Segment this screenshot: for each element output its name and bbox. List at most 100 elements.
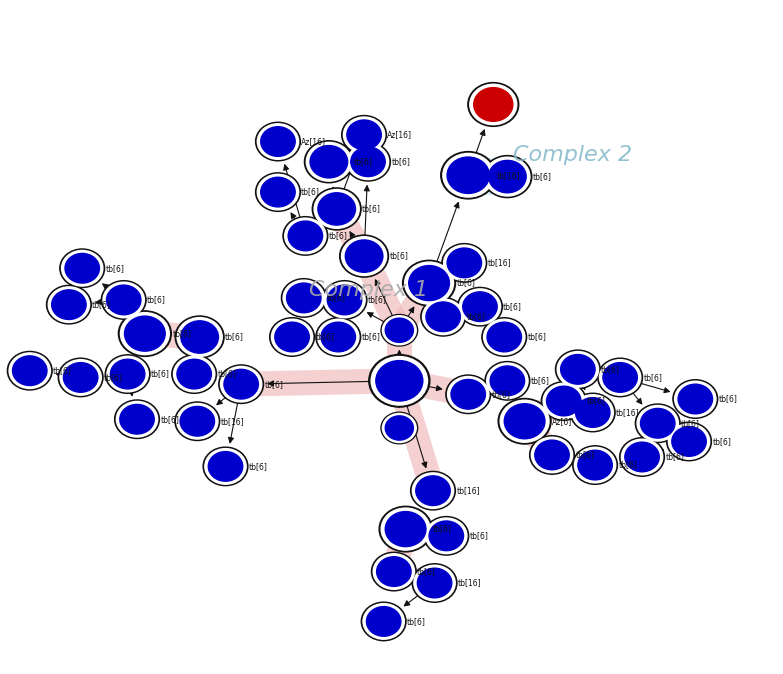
Circle shape bbox=[483, 156, 532, 197]
Circle shape bbox=[103, 282, 144, 317]
Text: tb[6]: tb[6] bbox=[225, 332, 244, 342]
Circle shape bbox=[177, 404, 218, 439]
Circle shape bbox=[572, 446, 618, 485]
Circle shape bbox=[382, 413, 417, 443]
Circle shape bbox=[261, 177, 295, 207]
Circle shape bbox=[532, 437, 572, 472]
Circle shape bbox=[344, 117, 384, 152]
Circle shape bbox=[541, 381, 586, 421]
Text: tb[16]: tb[16] bbox=[488, 258, 511, 268]
Text: tb[6]: tb[6] bbox=[492, 390, 511, 399]
Circle shape bbox=[275, 322, 309, 352]
Text: tb[6]: tb[6] bbox=[104, 373, 123, 382]
Circle shape bbox=[60, 249, 105, 288]
Circle shape bbox=[410, 471, 456, 510]
Circle shape bbox=[7, 351, 52, 390]
Text: tb[6]: tb[6] bbox=[666, 452, 684, 462]
Circle shape bbox=[597, 358, 643, 397]
Circle shape bbox=[255, 122, 301, 161]
Circle shape bbox=[371, 552, 417, 591]
Circle shape bbox=[174, 357, 215, 392]
Circle shape bbox=[673, 379, 718, 419]
Text: tb[6]: tb[6] bbox=[161, 415, 179, 424]
Circle shape bbox=[426, 302, 460, 332]
Text: tb[16]: tb[16] bbox=[496, 171, 521, 180]
Circle shape bbox=[177, 317, 222, 357]
Circle shape bbox=[619, 437, 665, 477]
Circle shape bbox=[175, 316, 224, 358]
Circle shape bbox=[361, 602, 406, 641]
Circle shape bbox=[117, 402, 157, 437]
Circle shape bbox=[555, 350, 601, 389]
Circle shape bbox=[218, 365, 264, 404]
Text: tb[6]: tb[6] bbox=[456, 278, 475, 288]
Circle shape bbox=[114, 400, 160, 439]
Circle shape bbox=[224, 369, 258, 399]
Text: tb[6]: tb[6] bbox=[644, 373, 662, 382]
Text: tb[6]: tb[6] bbox=[354, 157, 373, 166]
Circle shape bbox=[442, 243, 487, 282]
Circle shape bbox=[570, 393, 615, 432]
Circle shape bbox=[65, 253, 99, 283]
Circle shape bbox=[318, 193, 355, 225]
Text: tb[6]: tb[6] bbox=[301, 187, 320, 197]
Text: tb[6]: tb[6] bbox=[92, 300, 111, 309]
Text: Az[6]: Az[6] bbox=[552, 417, 572, 426]
Text: tb[6]: tb[6] bbox=[329, 231, 348, 241]
Circle shape bbox=[314, 189, 359, 228]
Circle shape bbox=[46, 285, 92, 324]
Circle shape bbox=[281, 278, 327, 317]
Circle shape bbox=[366, 607, 401, 636]
Circle shape bbox=[423, 299, 464, 334]
Circle shape bbox=[312, 188, 361, 230]
Circle shape bbox=[58, 358, 103, 397]
Circle shape bbox=[640, 408, 675, 438]
Circle shape bbox=[377, 557, 411, 586]
Circle shape bbox=[451, 379, 485, 409]
Circle shape bbox=[269, 317, 315, 357]
Text: tb[6]: tb[6] bbox=[218, 369, 236, 379]
Circle shape bbox=[504, 404, 545, 439]
Circle shape bbox=[385, 512, 426, 547]
Text: tb[6]: tb[6] bbox=[53, 366, 72, 375]
Circle shape bbox=[205, 449, 246, 484]
Circle shape bbox=[669, 424, 709, 459]
Text: tb[6]: tb[6] bbox=[417, 567, 436, 576]
Circle shape bbox=[561, 355, 595, 384]
Text: tb[6]: tb[6] bbox=[528, 332, 547, 342]
Text: tb[6]: tb[6] bbox=[407, 617, 426, 626]
Circle shape bbox=[105, 355, 150, 394]
Circle shape bbox=[321, 322, 355, 352]
Text: tb[6]: tb[6] bbox=[362, 204, 381, 214]
Circle shape bbox=[373, 554, 414, 589]
Text: tb[6]: tb[6] bbox=[327, 293, 346, 303]
Circle shape bbox=[463, 292, 497, 321]
Circle shape bbox=[107, 357, 148, 392]
Circle shape bbox=[101, 280, 146, 319]
Circle shape bbox=[258, 175, 298, 210]
Circle shape bbox=[371, 357, 428, 405]
Circle shape bbox=[327, 285, 362, 315]
Circle shape bbox=[351, 147, 385, 177]
Circle shape bbox=[666, 422, 712, 461]
Text: tb[6]: tb[6] bbox=[316, 332, 334, 342]
Circle shape bbox=[385, 416, 413, 440]
Circle shape bbox=[62, 251, 103, 286]
Circle shape bbox=[482, 317, 527, 357]
Circle shape bbox=[288, 221, 323, 251]
Circle shape bbox=[487, 363, 528, 398]
Circle shape bbox=[576, 398, 610, 427]
Circle shape bbox=[529, 435, 575, 474]
Text: tb[6]: tb[6] bbox=[587, 396, 606, 406]
Circle shape bbox=[485, 157, 530, 196]
Circle shape bbox=[416, 476, 450, 506]
Circle shape bbox=[322, 280, 367, 319]
Text: tb[6]: tb[6] bbox=[362, 332, 381, 342]
Text: tb[6]: tb[6] bbox=[392, 157, 410, 166]
Circle shape bbox=[381, 412, 417, 443]
Circle shape bbox=[622, 439, 662, 474]
Circle shape bbox=[635, 404, 680, 443]
Circle shape bbox=[171, 355, 217, 394]
Ellipse shape bbox=[440, 158, 531, 195]
Circle shape bbox=[490, 366, 525, 396]
